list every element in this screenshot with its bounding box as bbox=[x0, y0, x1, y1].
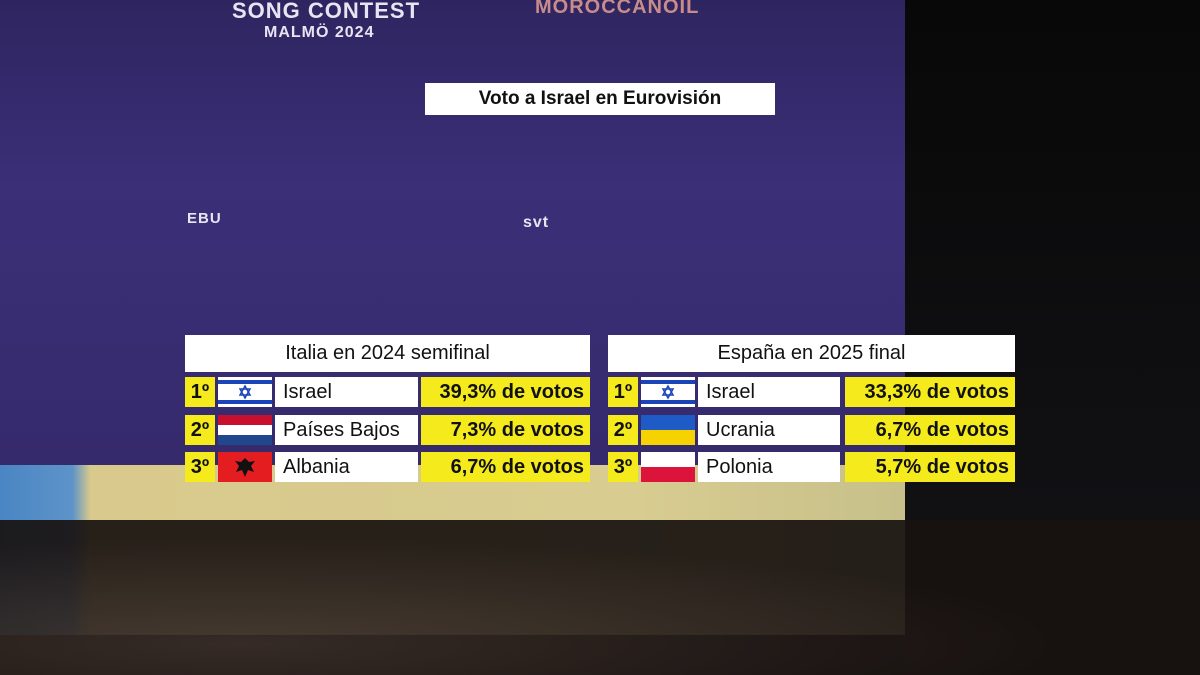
flag-icon bbox=[641, 415, 695, 445]
backdrop-text: svt bbox=[523, 214, 550, 231]
flag-icon bbox=[641, 377, 695, 407]
flag-icon bbox=[218, 415, 272, 445]
rank: 3º bbox=[185, 452, 215, 482]
votes: 6,7% de votos bbox=[421, 452, 590, 482]
flag bbox=[218, 415, 272, 445]
flag-icon bbox=[218, 452, 272, 482]
backdrop-text: MALMÖ 2024 bbox=[264, 24, 375, 41]
rank: 1º bbox=[185, 377, 215, 407]
flag bbox=[641, 377, 695, 407]
rank: 3º bbox=[608, 452, 638, 482]
flag bbox=[218, 377, 272, 407]
rank: 1º bbox=[608, 377, 638, 407]
country: Israel bbox=[698, 377, 840, 407]
flag bbox=[641, 415, 695, 445]
country: Países Bajos bbox=[275, 415, 418, 445]
title: Voto a Israel en Eurovisión bbox=[425, 83, 775, 115]
country: Albania bbox=[275, 452, 418, 482]
flag bbox=[641, 452, 695, 482]
votes: 7,3% de votos bbox=[421, 415, 590, 445]
votes: 39,3% de votos bbox=[421, 377, 590, 407]
country: Ucrania bbox=[698, 415, 840, 445]
votes: 5,7% de votos bbox=[845, 452, 1015, 482]
backdrop-text: SONG CONTEST bbox=[232, 0, 421, 23]
votes: 6,7% de votos bbox=[845, 415, 1015, 445]
flag-icon bbox=[641, 452, 695, 482]
country: Polonia bbox=[698, 452, 840, 482]
table-heading: España en 2025 final bbox=[608, 335, 1015, 372]
table-heading: Italia en 2024 semifinal bbox=[185, 335, 590, 372]
flag-icon bbox=[218, 377, 272, 407]
backdrop-text: EBU bbox=[187, 210, 222, 227]
flag bbox=[218, 452, 272, 482]
crowd bbox=[0, 520, 1200, 675]
votes: 33,3% de votos bbox=[845, 377, 1015, 407]
rank: 2º bbox=[608, 415, 638, 445]
rank: 2º bbox=[185, 415, 215, 445]
country: Israel bbox=[275, 377, 418, 407]
backdrop-text: MOROCCANOIL bbox=[535, 0, 700, 18]
